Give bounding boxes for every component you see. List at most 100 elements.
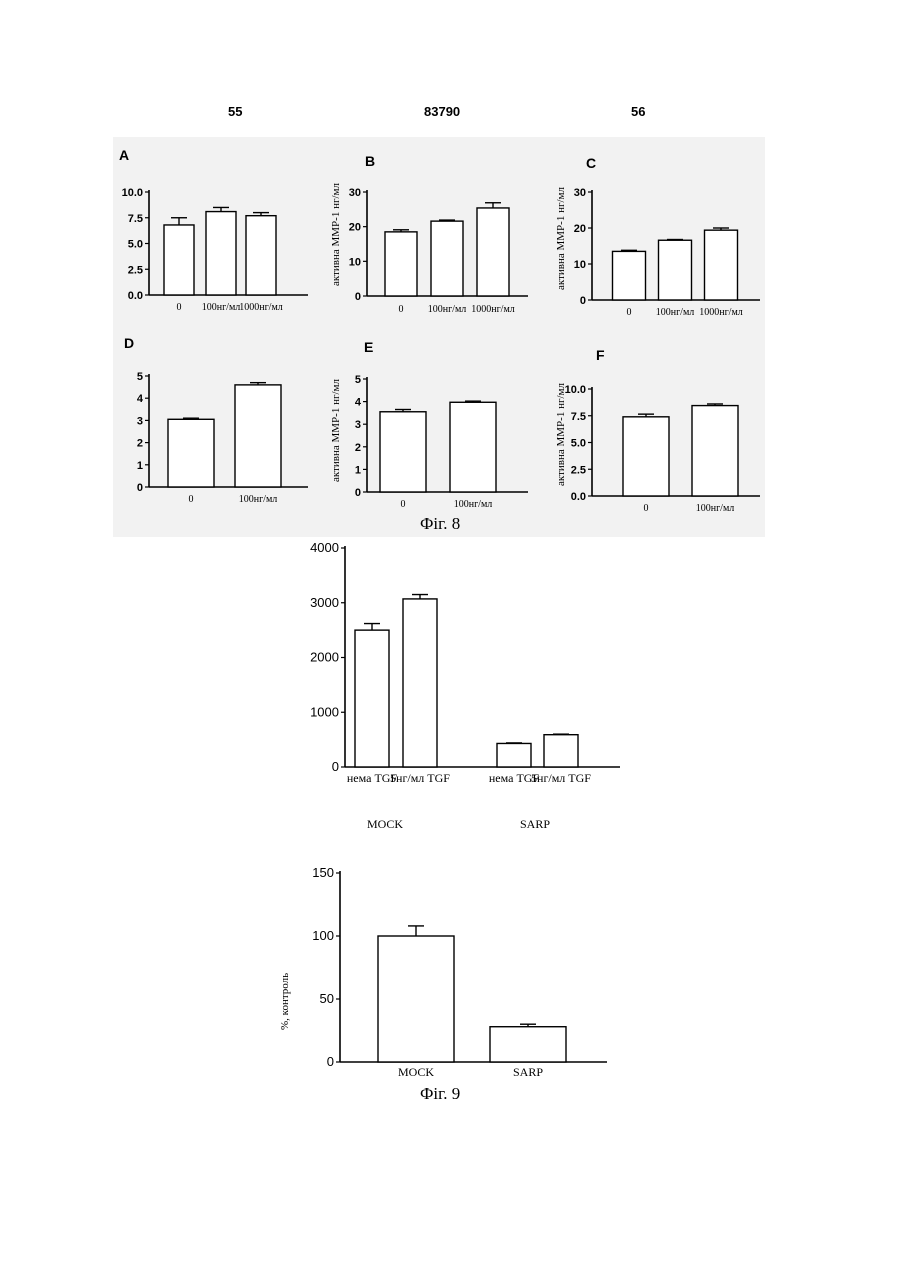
bar: [477, 208, 509, 296]
x-tick-label: 0: [401, 499, 406, 510]
bar: [385, 232, 417, 296]
x-tick-label: 1000нг/мл: [239, 302, 283, 313]
bar: [378, 936, 454, 1062]
page-number-right: 56: [631, 104, 645, 119]
x-tick-label: 1000нг/мл: [699, 307, 743, 318]
chart-fig8-F: F0.02.55.07.510.0активна MMP-1 нг/мл0100…: [545, 330, 765, 520]
x-tick-label: 100нг/мл: [454, 499, 493, 510]
chart-fig8-C: C0102030активна MMP-1 нг/мл0100нг/мл1000…: [545, 140, 765, 325]
bar: [544, 735, 578, 767]
y-tick-label: 0: [355, 487, 361, 499]
page-number-left: 55: [228, 104, 242, 119]
y-tick-label: 0.0: [128, 290, 143, 302]
x-tick-label: 100нг/мл: [428, 304, 467, 315]
y-tick-label: 7.5: [128, 213, 143, 225]
x-tick-label: 0: [399, 304, 404, 315]
x-tick-label: 0: [627, 307, 632, 318]
y-tick-label: 5.0: [128, 239, 143, 251]
y-tick-label: 4: [355, 397, 362, 409]
y-tick-label: 10: [349, 256, 361, 268]
bar: [235, 385, 281, 487]
y-tick-label: 0: [327, 1054, 334, 1069]
bar: [403, 599, 437, 767]
y-tick-label: 20: [349, 222, 361, 234]
y-tick-label: 5.0: [571, 438, 586, 450]
chart-fig8-D: D 0 1 2 3 4 5 0 100нг/мл: [113, 330, 313, 515]
y-tick-label: 7.5: [571, 411, 586, 423]
y-axis-label: активна MMP-1 нг/мл: [555, 383, 567, 486]
x-tick-label: 100нг/мл: [696, 503, 735, 514]
x-tick-label: 0: [189, 494, 194, 505]
chart-fig8-B: B 0 10 20 30 активна MMP-1 нг/мл 0 100нг/мл 1000…: [323, 140, 533, 325]
x-tick-label: 0: [644, 503, 649, 514]
y-tick-label: 5: [137, 371, 143, 383]
y-tick-label: 2: [355, 442, 361, 454]
y-tick-label: 30: [574, 187, 586, 199]
group-label: MOCK: [367, 817, 403, 831]
bar: [705, 230, 738, 300]
x-tick-label: 5нг/мл TGF: [531, 771, 591, 785]
panel-label: B: [365, 153, 375, 169]
y-axis-label: активна MMP-1 нг/мл: [555, 187, 567, 290]
chart-fig8-A: A 0.0 2.5 5.0 7.5 10.0 0 100нг/мл1000нг/мл: [113, 140, 313, 320]
bar: [168, 419, 214, 487]
y-axis-label: активна MMP-1 нг/мл: [330, 379, 342, 482]
y-axis-label: активна MMP-1 нг/мл: [330, 183, 342, 286]
bar: [431, 221, 463, 296]
y-tick-label: 10: [574, 259, 586, 271]
bar: [692, 406, 738, 496]
bar: [450, 402, 496, 492]
chart-fig9-top: 01000200030004000нема TGF5нг/мл TGFнема …: [260, 535, 660, 835]
y-tick-label: 1000: [310, 704, 339, 719]
bar: [246, 216, 276, 295]
x-tick-label: 100нг/мл: [202, 302, 241, 313]
y-tick-label: 1: [137, 460, 143, 472]
bar: [380, 412, 426, 492]
y-tick-label: 3: [137, 415, 143, 427]
y-tick-label: 3: [355, 419, 361, 431]
y-tick-label: 0: [355, 291, 361, 303]
x-tick-label: SARP: [513, 1065, 543, 1079]
y-tick-label: 50: [320, 991, 334, 1006]
bar: [623, 417, 669, 496]
group-label: SARP: [520, 817, 550, 831]
bar: [497, 743, 531, 767]
x-tick-label: 0: [177, 302, 182, 313]
patent-number: 83790: [424, 104, 460, 119]
y-tick-label: 2.5: [571, 464, 586, 476]
y-tick-label: 4000: [310, 540, 339, 555]
bar: [613, 251, 646, 300]
bar: [164, 225, 194, 295]
y-tick-label: 0: [332, 759, 339, 774]
y-tick-label: 10.0: [122, 187, 143, 199]
y-tick-label: 10.0: [565, 384, 586, 396]
y-tick-label: 150: [312, 865, 334, 880]
figure-9-caption: Фіг. 9: [420, 1084, 460, 1104]
chart-fig9-bottom: 0 50 100 150 %, контроль MOCK SARP: [265, 860, 625, 1080]
y-tick-label: 5: [355, 374, 361, 386]
panel-label: E: [364, 339, 373, 355]
y-tick-label: 0: [580, 295, 586, 307]
y-tick-label: 0.0: [571, 491, 586, 503]
y-tick-label: 4: [137, 393, 144, 405]
figure-8-caption: Фіг. 8: [420, 514, 460, 534]
x-tick-label: 1000нг/мл: [471, 304, 515, 315]
x-tick-label: 100нг/мл: [239, 494, 278, 505]
y-tick-label: 20: [574, 223, 586, 235]
y-axis-label: %, контроль: [279, 973, 291, 1030]
y-tick-label: 1: [355, 464, 361, 476]
panel-label: C: [586, 155, 596, 171]
bar: [355, 630, 389, 767]
y-tick-label: 2.5: [128, 264, 143, 276]
bar: [206, 212, 236, 295]
y-tick-label: 30: [349, 187, 361, 199]
y-tick-label: 0: [137, 482, 143, 494]
x-tick-label: MOCK: [398, 1065, 434, 1079]
bar: [490, 1027, 566, 1062]
chart-fig8-E: E 0 1 2 3 4 5 активна MMP-1 нг/мл 0 100нг/мл: [323, 330, 533, 515]
panel-label: A: [119, 147, 129, 163]
y-tick-label: 2: [137, 438, 143, 450]
panel-label: D: [124, 335, 134, 351]
y-tick-label: 100: [312, 928, 334, 943]
x-tick-label: 5нг/мл TGF: [390, 771, 450, 785]
